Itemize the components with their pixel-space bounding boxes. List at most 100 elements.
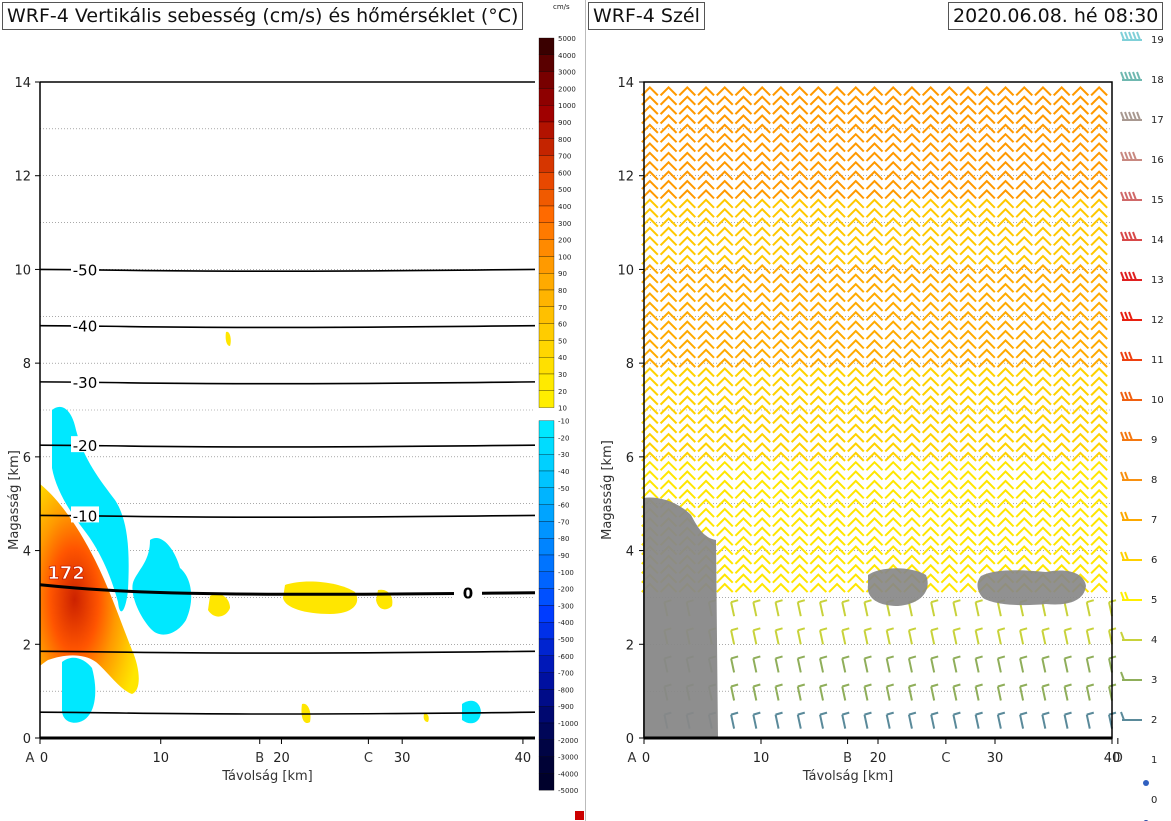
wind-barb — [921, 85, 940, 97]
wind-barb — [659, 189, 678, 200]
wind-barb — [828, 123, 846, 134]
wind-barb — [828, 554, 846, 565]
legend-barb-flag — [1136, 111, 1141, 121]
wind-barb — [716, 348, 734, 359]
wind-barb — [1090, 545, 1108, 556]
wind-barb — [903, 217, 921, 228]
wind-barb — [996, 601, 1002, 617]
wind-barb — [809, 385, 828, 396]
wind-barb — [974, 601, 980, 617]
wind-barb — [1034, 114, 1052, 125]
wind-barb-flag — [1019, 711, 1028, 716]
wind-barb — [790, 460, 809, 471]
wind-barb — [865, 123, 884, 134]
wind-barb — [959, 367, 977, 378]
wind-barb — [828, 376, 846, 387]
wind-barb — [884, 123, 902, 134]
wind-barb — [772, 292, 790, 303]
x-tick-label: 30 — [987, 751, 1004, 766]
isotherm-line — [39, 268, 536, 273]
wind-barb — [1034, 357, 1052, 368]
wind-barb — [940, 413, 959, 425]
wind-barb — [716, 488, 734, 500]
wind-barb — [959, 189, 977, 200]
wind-barb — [697, 498, 715, 509]
colorbar-label: -400 — [558, 619, 574, 627]
legend-speed-label: 4 — [1151, 635, 1157, 646]
wind-barb — [884, 282, 902, 293]
wind-barb — [884, 151, 902, 162]
wind-barb — [1090, 320, 1108, 331]
colorbar-label: 40 — [558, 354, 567, 362]
wind-barb — [996, 451, 1015, 462]
wind-barb — [753, 95, 771, 106]
wind-barb — [847, 142, 865, 153]
wind-barb — [959, 573, 977, 584]
wind-barb — [1015, 404, 1033, 415]
wind-barb — [978, 442, 996, 453]
wind-barb — [996, 95, 1015, 106]
wind-barb — [865, 554, 884, 565]
wind-barb — [752, 686, 758, 701]
wind-barb — [678, 413, 696, 425]
legend-speed-label: 12 — [1151, 315, 1164, 326]
wind-barb — [772, 367, 790, 378]
wind-barb — [734, 582, 753, 593]
wind-barb — [1034, 123, 1052, 134]
wind-barb — [1015, 170, 1033, 181]
wind-barb — [903, 385, 921, 396]
wind-barb — [734, 526, 753, 537]
wind-barb — [734, 95, 753, 106]
wind-barb — [1090, 123, 1108, 134]
wind-barb — [1015, 535, 1033, 546]
wind-barb — [996, 160, 1015, 172]
wind-barb — [697, 301, 715, 312]
wind-barb — [828, 404, 846, 415]
isotherm-label: -50 — [73, 261, 98, 279]
wind-barb — [1090, 479, 1108, 490]
wind-barb — [697, 235, 715, 247]
wind-barb — [1015, 254, 1033, 265]
wind-barb — [884, 526, 902, 537]
wind-barb — [959, 142, 977, 153]
wind-barb — [659, 460, 678, 471]
wind-barb — [865, 226, 884, 237]
wind-barb — [790, 123, 809, 134]
wind-barb — [678, 123, 696, 134]
wind-barb — [772, 404, 790, 415]
wind-barb — [809, 217, 828, 228]
wind-barb — [921, 442, 940, 453]
wind-barb — [828, 442, 846, 453]
wind-barb — [940, 404, 959, 415]
wind-barb — [1052, 217, 1071, 228]
wind-barb — [1090, 442, 1108, 453]
legend-speed-label: 19 — [1151, 35, 1164, 46]
wind-barb — [903, 488, 921, 500]
wind-barb — [697, 338, 715, 350]
wind-barb — [903, 432, 921, 443]
wind-barb — [753, 517, 771, 528]
wind-barb — [809, 404, 828, 415]
wind-barb — [697, 85, 715, 97]
wind-barb — [753, 442, 771, 453]
wind-barb — [1034, 198, 1052, 209]
wind-barb — [865, 423, 884, 434]
wind-barb — [940, 376, 959, 387]
wind-barb — [903, 301, 921, 312]
wind-barb — [716, 217, 734, 228]
wind-barb-flag — [1086, 599, 1095, 604]
wind-barb — [752, 630, 758, 645]
wind-barb — [884, 460, 902, 471]
legend-speed-label: 5 — [1151, 595, 1157, 606]
y-tick-label: 14 — [617, 76, 634, 91]
wind-barb — [974, 686, 980, 701]
legend-barb-flag — [1132, 231, 1137, 241]
wind-barb — [921, 245, 940, 256]
wind-barb — [996, 535, 1015, 546]
wind-barb — [940, 207, 959, 218]
wind-barb — [772, 582, 790, 593]
cloud-region — [643, 497, 718, 738]
wind-barb — [678, 451, 696, 462]
wind-barb — [930, 601, 936, 617]
wind-barb — [697, 348, 715, 359]
